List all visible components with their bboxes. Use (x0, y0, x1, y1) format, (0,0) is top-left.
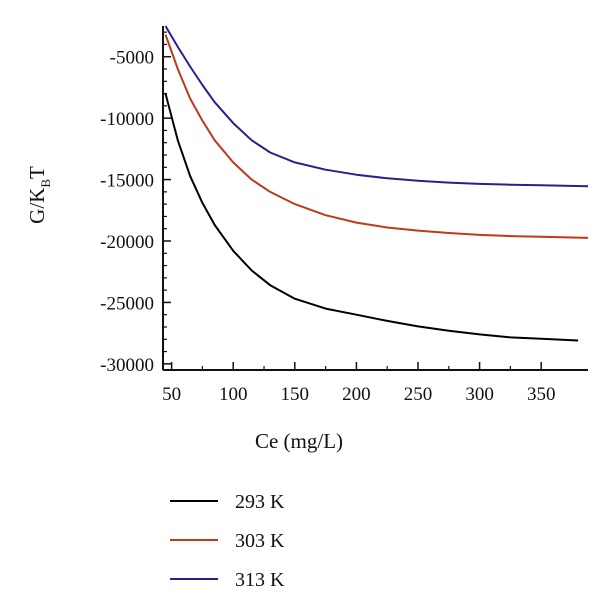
y-tick-label: -5000 (110, 48, 154, 69)
y-tick-label: -10000 (100, 109, 154, 130)
series-line-293-K (164, 93, 579, 342)
y-tick-label: -30000 (100, 355, 154, 376)
legend-label: 303 K (235, 530, 285, 552)
y-tick-label: -20000 (100, 232, 154, 253)
y-axis-label: G/KBT (25, 166, 53, 224)
x-tick-label: 200 (342, 384, 371, 405)
x-tick-label: 250 (404, 384, 433, 405)
legend-label: 293 K (235, 491, 285, 513)
x-tick-label: 100 (219, 384, 248, 405)
y-axis-label-subscript: B (38, 179, 53, 188)
legend: 293 K 303 K 313 K (170, 491, 285, 591)
x-tick-label: 150 (281, 384, 310, 405)
y-tick-label: -15000 (100, 171, 154, 192)
x-axis-label: Ce (mg/L) (255, 429, 343, 453)
x-tick-label: 350 (527, 384, 556, 405)
series-layer (164, 25, 589, 342)
axis-ticks: 50 100 150 200 250 300 350 -5000 -10000 -15000 -20… (100, 31, 556, 405)
y-axis-label-suffix: T (25, 166, 49, 179)
y-tick-label: -25000 (100, 293, 154, 314)
series-line-303-K (164, 34, 589, 239)
series-line-313-K (164, 25, 589, 188)
legend-label: 313 K (235, 569, 285, 591)
x-tick-label: 300 (465, 384, 494, 405)
y-axis-label-main: G/K (25, 188, 49, 224)
x-tick-label: 50 (162, 384, 181, 405)
